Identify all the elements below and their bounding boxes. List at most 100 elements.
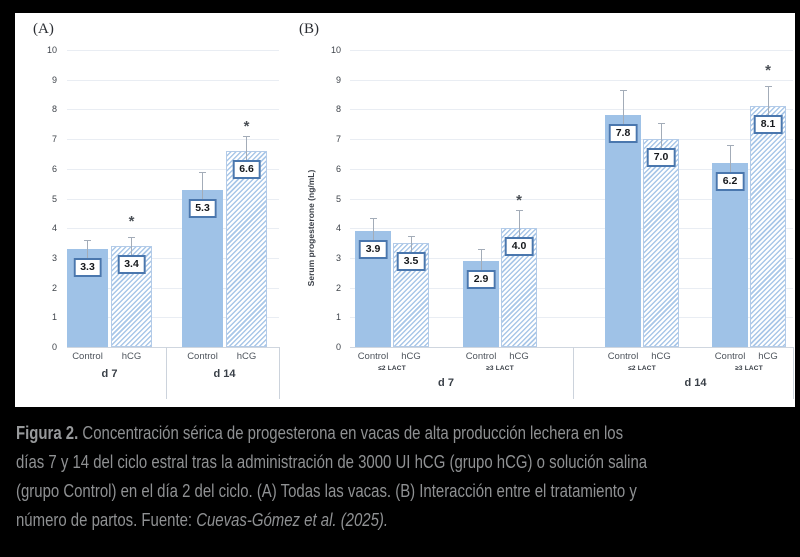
significance-asterisk: * xyxy=(243,118,250,136)
value-label: 7.0 xyxy=(646,148,676,168)
error-bar xyxy=(660,122,662,156)
y-tick-label: 3 xyxy=(51,252,57,263)
x-series-label: Control xyxy=(72,351,103,362)
caption-figure-label: Figura 2. xyxy=(16,423,79,443)
y-tick-label: 4 xyxy=(51,223,57,234)
day-group-label: d 7 xyxy=(438,377,454,389)
error-bar xyxy=(767,85,769,123)
error-bar xyxy=(518,210,520,245)
bar-hcg xyxy=(750,106,786,347)
panel-label: (A) xyxy=(33,21,54,37)
chart-figure: (A) 0 1 2 3 4 5 6 7 8 9 10 3.3 Control 3.4 * hCG 5.3 Contr… xyxy=(15,13,795,407)
error-bar-cap xyxy=(84,240,91,242)
x-series-label: hCG xyxy=(509,351,529,362)
significance-asterisk: * xyxy=(128,213,135,231)
error-bar xyxy=(410,235,412,260)
y-tick-label: 10 xyxy=(46,45,57,55)
error-bar xyxy=(480,248,482,277)
gridline xyxy=(350,198,793,200)
y-tick-label: 6 xyxy=(51,163,57,174)
gridline xyxy=(350,50,793,51)
y-tick-label: 7 xyxy=(335,134,341,145)
error-bar-cap xyxy=(657,122,665,124)
error-bar xyxy=(87,240,88,265)
gridline xyxy=(67,79,279,81)
gridline xyxy=(67,257,279,259)
gridline xyxy=(350,139,793,141)
gridline xyxy=(67,50,279,51)
error-bar-cap xyxy=(243,136,250,138)
bar-control xyxy=(605,115,641,347)
y-tick-label: 0 xyxy=(335,342,341,352)
error-bar xyxy=(729,145,731,179)
significance-asterisk: * xyxy=(765,61,771,79)
caption-line: número de partos. Fuente: Cuevas-Gómez e… xyxy=(16,506,763,535)
lact-group-label: ≥3 LACT xyxy=(486,365,514,372)
error-bar xyxy=(246,136,247,167)
bar-control xyxy=(712,162,748,347)
error-bar-cap xyxy=(726,145,734,147)
value-label: 6.6 xyxy=(232,159,261,179)
gridline xyxy=(350,168,793,170)
day-group-label: d 14 xyxy=(213,368,236,380)
value-label: 5.3 xyxy=(188,198,217,218)
lact-group-label: ≤2 LACT xyxy=(378,365,406,372)
y-tick-label: 2 xyxy=(335,282,341,293)
category-divider xyxy=(793,347,794,399)
gridline xyxy=(67,317,279,319)
value-label: 3.4 xyxy=(117,255,146,275)
gridline xyxy=(67,139,279,141)
value-label: 4.0 xyxy=(504,237,534,257)
value-label: 3.5 xyxy=(396,252,426,272)
error-bar-cap xyxy=(477,248,485,250)
x-axis-baseline xyxy=(350,347,793,348)
y-tick-label: 6 xyxy=(335,163,341,174)
y-tick-label: 3 xyxy=(335,252,341,263)
lact-group-label: ≤2 LACT xyxy=(628,365,656,372)
error-bar xyxy=(622,90,624,132)
figure-caption: Figura 2. Concentración sérica de proges… xyxy=(16,419,763,535)
value-label: 6.2 xyxy=(715,171,745,191)
gridline xyxy=(67,198,279,200)
caption-text: número de partos. Fuente: xyxy=(16,510,197,530)
value-label: 3.3 xyxy=(73,257,102,277)
y-tick-label: 4 xyxy=(335,223,341,234)
lact-group-label: ≥3 LACT xyxy=(735,365,763,372)
y-tick-label: 5 xyxy=(51,193,57,204)
x-series-label: Control xyxy=(357,351,389,362)
value-label: 7.8 xyxy=(608,124,638,144)
caption-line: Figura 2. Concentración sérica de proges… xyxy=(16,419,763,448)
gridline xyxy=(350,317,793,319)
x-series-label: Control xyxy=(465,351,497,362)
caption-line: días 7 y 14 del ciclo estral tras la adm… xyxy=(16,452,648,472)
y-tick-label: 8 xyxy=(335,104,341,115)
error-bar-cap xyxy=(619,90,627,92)
y-tick-label: 1 xyxy=(51,312,57,323)
gridline xyxy=(67,109,279,111)
bar-hcg xyxy=(643,139,679,347)
x-series-label: hCG xyxy=(121,351,142,362)
x-series-label: hCG xyxy=(236,351,257,362)
value-label: 3.9 xyxy=(358,240,388,260)
error-bar xyxy=(202,171,203,206)
error-bar-cap xyxy=(407,235,415,237)
x-series-label: hCG xyxy=(758,351,778,362)
x-axis-baseline xyxy=(67,347,279,348)
x-series-label: hCG xyxy=(651,351,671,362)
error-bar-cap xyxy=(128,237,135,239)
day-group-label: d 7 xyxy=(101,368,118,380)
significance-asterisk: * xyxy=(516,192,522,210)
error-bar-cap xyxy=(199,171,206,173)
y-tick-label: 8 xyxy=(51,104,57,115)
x-series-label: Control xyxy=(714,351,746,362)
gridline xyxy=(350,228,793,230)
caption-text: Concentración sérica de progesterona en … xyxy=(78,423,624,443)
gridline xyxy=(67,168,279,170)
error-bar xyxy=(131,237,132,263)
y-tick-label: 2 xyxy=(51,282,57,293)
gridline xyxy=(350,287,793,289)
y-tick-label: 9 xyxy=(51,74,57,85)
error-bar-cap xyxy=(369,217,377,219)
category-divider xyxy=(573,347,574,399)
